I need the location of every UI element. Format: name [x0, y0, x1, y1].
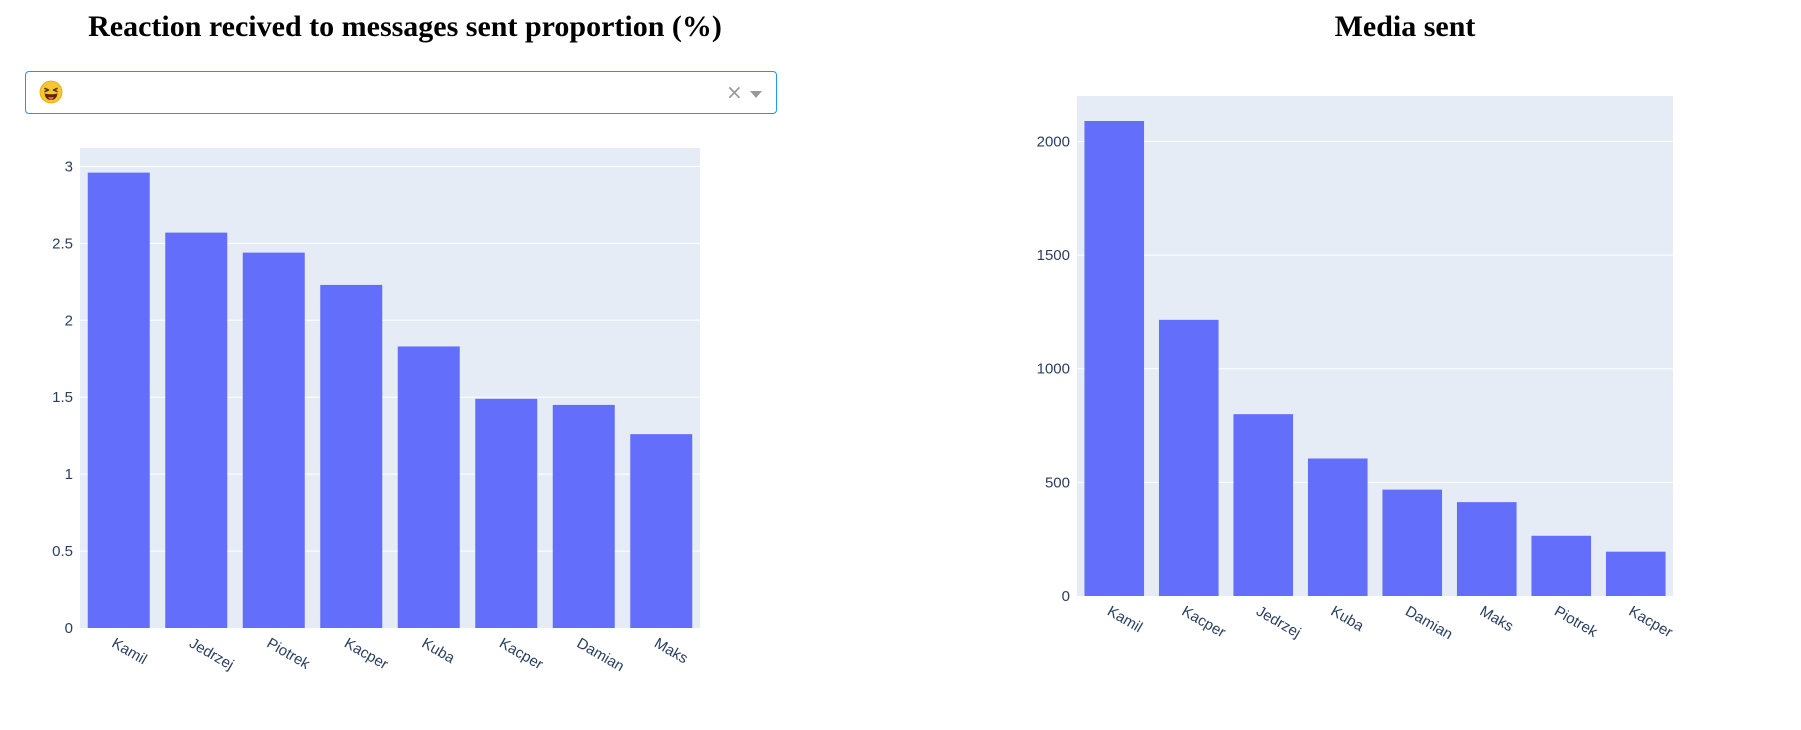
reaction-y-tick-label: 1 — [65, 466, 73, 483]
emoji-reaction-dropdown[interactable]: × — [25, 71, 777, 114]
reaction-bar — [165, 232, 228, 628]
media-bar — [1531, 535, 1592, 596]
media-bar — [1158, 319, 1219, 596]
reaction-y-tick-label: 2.5 — [52, 235, 73, 252]
media-chart-title: Media sent — [1334, 10, 1476, 43]
reaction-bar — [475, 398, 538, 628]
media-y-tick-label: 1500 — [1037, 247, 1070, 264]
media-y-tick-label: 2000 — [1037, 133, 1070, 150]
media-x-tick-label: Maks — [1477, 603, 1517, 636]
reaction-y-tick-label: 1.5 — [52, 389, 73, 406]
media-y-tick-label: 0 — [1062, 588, 1070, 605]
media-bar — [1233, 414, 1294, 596]
media-x-tick-label: Kuba — [1328, 603, 1367, 636]
reaction-y-tick-label: 0 — [65, 620, 73, 637]
reaction-y-tick-label: 3 — [65, 158, 73, 175]
reaction-bar — [242, 252, 305, 628]
grinning-squinting-face-with-tongue-icon — [39, 80, 63, 104]
reaction-x-tick-label: Kamil — [109, 635, 150, 668]
reaction-x-tick-label: Kacper — [341, 635, 391, 673]
media-y-tick-label: 500 — [1045, 474, 1070, 491]
reaction-y-tick-label: 0.5 — [52, 543, 73, 560]
reaction-bar-chart: 0 0.5 1 1.5 2 2.5 3 Kamil Jedrzej Piotrek Kacper Ku… — [52, 148, 700, 676]
reaction-x-tick-label: Maks — [651, 635, 691, 668]
reaction-x-tick-label: Damian — [574, 635, 627, 676]
media-x-tick-label: Jedrzej — [1253, 603, 1303, 642]
media-bar — [1382, 489, 1443, 596]
media-bar — [1084, 121, 1145, 596]
media-sent-panel: Media sent 0 500 1000 1500 2000 Kamil Kacper Je… — [1000, 0, 1801, 730]
reaction-proportion-panel: Reaction recived to messages sent propor… — [0, 0, 800, 730]
media-bar-chart: 0 500 1000 1500 2000 Kamil Kacper Jedrzej Kuba Da… — [1037, 96, 1676, 644]
reaction-x-tick-label: Jedrzej — [186, 635, 236, 674]
media-bar — [1605, 551, 1666, 596]
reaction-x-tick-label: Kuba — [419, 635, 458, 668]
reaction-y-tick-label: 2 — [65, 312, 73, 329]
clear-selection-icon[interactable]: × — [726, 80, 743, 104]
media-y-tick-label: 1000 — [1037, 361, 1070, 378]
reaction-x-tick-label: Piotrek — [264, 635, 313, 673]
dropdown-arrow-icon[interactable] — [750, 91, 762, 98]
media-x-tick-label: Piotrek — [1551, 603, 1600, 641]
media-bar — [1307, 458, 1368, 596]
reaction-bar — [630, 434, 693, 628]
reaction-bar — [552, 404, 615, 628]
media-x-tick-label: Damian — [1402, 603, 1455, 644]
reaction-bar — [320, 284, 383, 628]
media-x-tick-label: Kacper — [1179, 603, 1229, 641]
reaction-chart-title: Reaction recived to messages sent propor… — [88, 10, 722, 43]
reaction-x-tick-label: Kacper — [496, 635, 546, 673]
reaction-bar — [87, 172, 150, 628]
media-x-tick-label: Kamil — [1104, 603, 1145, 636]
media-bar — [1456, 502, 1517, 596]
reaction-bar — [397, 346, 460, 628]
media-x-tick-label: Kacper — [1626, 603, 1676, 641]
